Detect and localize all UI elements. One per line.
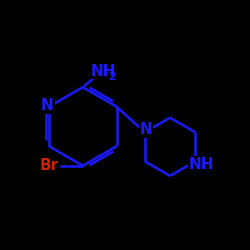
Text: 2: 2 [108,72,116,82]
Text: N: N [140,122,153,137]
Text: N: N [41,98,54,113]
Text: NH: NH [90,64,116,79]
Text: NH: NH [189,157,214,172]
Text: Br: Br [40,158,59,173]
